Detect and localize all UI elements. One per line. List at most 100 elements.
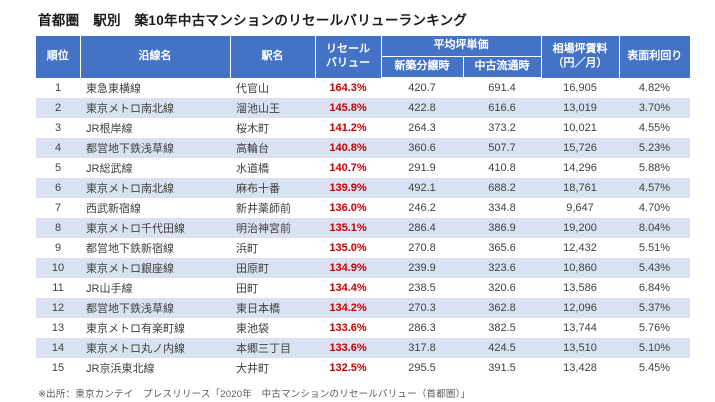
- cell-line: 都営地下鉄浅草線: [86, 303, 174, 315]
- table-body: 1 東急東横線 代官山 164.3% 420.7 691.4 16,905 4.82% 2 東京メ…: [36, 77, 690, 378]
- cell-station: 大井町: [236, 363, 269, 375]
- header-rent-line1: 相場坪賃料: [552, 43, 608, 55]
- cell-used-price: 320.6: [488, 282, 516, 294]
- cell-resale: 134.4%: [329, 282, 367, 294]
- cell-yield: 4.70%: [638, 202, 671, 214]
- table-row: 2 東京メトロ南北線 溜池山王 145.8% 422.8 616.6 13,019 3.70%: [36, 98, 690, 118]
- table-row: 1 東急東横線 代官山 164.3% 420.7 691.4 16,905 4.82%: [36, 77, 690, 98]
- cell-yield: 4.57%: [638, 182, 671, 194]
- cell-rank: 11: [52, 282, 64, 294]
- header-station: 駅名: [229, 36, 315, 78]
- cell-new-price: 286.4: [408, 222, 436, 234]
- table-row: 6 東京メトロ南北線 麻布十番 139.9% 492.1 688.2 18,761 4.57%: [36, 178, 690, 198]
- table-row: 4 都営地下鉄浅草線 高輪台 140.8% 360.6 507.7 15,726 5.23%: [36, 138, 690, 158]
- cell-new-price: 286.3: [408, 322, 436, 334]
- cell-yield: 3.70%: [638, 102, 671, 114]
- cell-line: 西武新宿線: [86, 203, 141, 215]
- cell-station: 溜池山王: [236, 103, 280, 115]
- cell-line: 東京メトロ南北線: [86, 183, 174, 195]
- cell-used-price: 382.5: [488, 322, 516, 334]
- cell-used-price: 691.4: [488, 82, 516, 94]
- header-avg-tsubo-price: 平均坪単価: [380, 36, 541, 57]
- cell-rank: 10: [51, 262, 65, 274]
- cell-new-price: 492.1: [408, 182, 436, 194]
- cell-used-price: 323.6: [488, 262, 516, 274]
- cell-rank: 8: [54, 222, 62, 234]
- cell-used-price: 334.8: [488, 202, 516, 214]
- header-line-label: 沿線名: [138, 49, 172, 62]
- cell-rent: 12,432: [563, 242, 597, 254]
- cell-used-price: 410.8: [488, 162, 516, 174]
- header-rank: 順位: [36, 36, 80, 78]
- cell-new-price: 270.8: [408, 242, 436, 254]
- header-rent-line2: （円／月）: [552, 56, 608, 69]
- cell-station: 新井薬師前: [236, 203, 291, 215]
- cell-rank: 3: [54, 122, 62, 134]
- cell-yield: 6.84%: [638, 282, 671, 294]
- cell-used-price: 386.9: [488, 222, 516, 234]
- header-used-market-label: 中古流通時: [474, 60, 530, 73]
- cell-resale: 140.7%: [329, 162, 367, 174]
- cell-line: 東京メトロ有楽町線: [86, 323, 185, 335]
- cell-station: 浜町: [236, 243, 258, 255]
- cell-rent: 13,510: [563, 342, 597, 354]
- cell-line: 東京メトロ南北線: [86, 103, 174, 115]
- cell-rank: 15: [51, 362, 65, 374]
- cell-yield: 5.10%: [638, 342, 671, 354]
- cell-station: 麻布十番: [236, 183, 280, 195]
- table-header: 順位 沿線名 駅名 リセール バリュー 平均坪単価 相場坪賃料 （円／月）: [36, 36, 690, 78]
- cell-yield: 5.23%: [638, 142, 671, 154]
- header-new-sale-label: 新築分譲時: [394, 60, 450, 73]
- cell-rent: 12,096: [563, 302, 597, 314]
- table-row: 14 東京メトロ丸ノ内線 本郷三丁目 133.6% 317.8 424.5 13,510 5.…: [36, 338, 690, 358]
- cell-new-price: 270.3: [408, 302, 436, 314]
- cell-rank: 12: [51, 302, 65, 314]
- cell-rent: 13,586: [563, 282, 597, 294]
- cell-used-price: 424.5: [488, 342, 516, 354]
- cell-rent: 15,726: [563, 142, 597, 154]
- cell-yield: 4.55%: [638, 122, 671, 134]
- cell-line: 東急東横線: [86, 82, 141, 95]
- header-gross-yield: 表面利回り: [618, 36, 690, 78]
- table-row: 13 東京メトロ有楽町線 東池袋 133.6% 286.3 382.5 13,744 5.76…: [36, 318, 690, 338]
- header-new-sale-price: 新築分譲時: [380, 56, 464, 78]
- cell-used-price: 507.7: [488, 142, 516, 154]
- table-row: 9 都営地下鉄新宿線 浜町 135.0% 270.8 365.6 12,432 5.51%: [36, 238, 690, 258]
- cell-new-price: 238.5: [408, 282, 436, 294]
- cell-rank: 13: [51, 322, 65, 334]
- cell-yield: 5.37%: [638, 302, 671, 314]
- cell-new-price: 360.6: [408, 142, 436, 154]
- header-market-rent: 相場坪賃料 （円／月）: [540, 36, 619, 78]
- table-row: 8 東京メトロ千代田線 明治神宮前 135.1% 286.4 386.9 19,200 8.0…: [36, 218, 690, 238]
- table-row: 11 JR山手線 田町 134.4% 238.5 320.6 13,586 6.84%: [36, 278, 690, 298]
- cell-used-price: 688.2: [488, 182, 516, 194]
- cell-rank: 6: [54, 182, 62, 194]
- cell-line: 東京メトロ丸ノ内線: [86, 343, 185, 355]
- cell-new-price: 246.2: [408, 202, 436, 214]
- cell-resale: 135.1%: [329, 222, 367, 234]
- cell-rent: 19,200: [563, 222, 597, 234]
- cell-line: 都営地下鉄浅草線: [86, 143, 174, 155]
- cell-station: 桜木町: [236, 123, 269, 135]
- cell-resale: 141.2%: [329, 122, 367, 134]
- cell-new-price: 264.3: [408, 122, 436, 134]
- cell-resale: 145.8%: [329, 102, 367, 114]
- cell-line: JR総武線: [86, 163, 133, 175]
- cell-station: 水道橋: [236, 163, 269, 175]
- cell-yield: 5.43%: [638, 262, 671, 274]
- table-row: 15 JR京浜東北線 大井町 132.5% 295.5 391.5 13,428 5.45%: [36, 358, 690, 378]
- cell-station: 高輪台: [236, 143, 269, 155]
- header-gross-yield-label: 表面利回り: [627, 49, 683, 62]
- cell-line: 東京メトロ千代田線: [86, 223, 185, 235]
- cell-yield: 8.04%: [638, 222, 671, 234]
- header-resale-value: リセール バリュー: [314, 36, 381, 78]
- header-resale-line2: バリュー: [326, 56, 370, 69]
- cell-line: JR根岸線: [86, 123, 133, 135]
- cell-new-price: 295.5: [408, 362, 436, 374]
- cell-yield: 5.88%: [638, 162, 671, 174]
- cell-rent: 10,860: [563, 262, 597, 274]
- cell-resale: 132.5%: [329, 362, 367, 374]
- table-row: 3 JR根岸線 桜木町 141.2% 264.3 373.2 10,021 4.55%: [36, 118, 690, 138]
- cell-line: JR京浜東北線: [86, 363, 155, 375]
- cell-line: JR山手線: [86, 283, 133, 295]
